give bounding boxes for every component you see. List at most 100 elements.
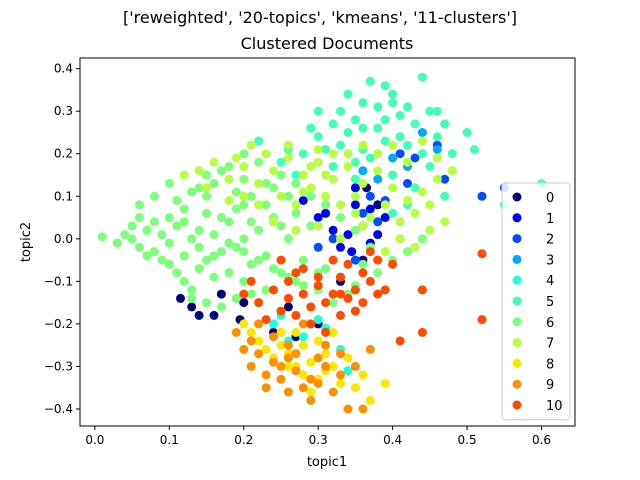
point-cluster-7 <box>336 234 345 244</box>
point-cluster-7 <box>388 183 398 193</box>
point-cluster-7 <box>403 157 412 167</box>
point-cluster-9 <box>298 319 308 329</box>
legend-label-8: 8 <box>546 357 554 372</box>
point-cluster-8 <box>328 327 338 337</box>
point-cluster-9 <box>321 361 331 371</box>
point-cluster-9 <box>276 361 286 371</box>
point-cluster-5 <box>336 106 345 116</box>
point-cluster-6 <box>224 162 234 171</box>
point-cluster-1 <box>328 225 338 235</box>
point-cluster-6 <box>202 191 211 201</box>
point-cluster-5 <box>373 123 383 133</box>
point-cluster-5 <box>410 119 420 129</box>
point-cluster-7 <box>410 208 420 218</box>
point-cluster-8 <box>276 327 286 337</box>
point-cluster-8 <box>298 340 308 350</box>
point-cluster-6 <box>179 251 189 261</box>
point-cluster-10 <box>336 310 345 320</box>
legend: 0 1 2 3 4 5 6 7 8 9 10 <box>501 182 571 421</box>
point-cluster-7 <box>432 174 442 184</box>
point-cluster-7 <box>343 149 353 159</box>
y-tick-label: 0.0 <box>54 232 73 246</box>
series-cluster-7 <box>179 136 457 257</box>
point-cluster-0 <box>283 302 293 312</box>
legend-label-6: 6 <box>546 316 554 331</box>
point-cluster-10 <box>350 306 360 316</box>
y-tick-label: 0.2 <box>54 147 73 161</box>
point-cluster-7 <box>209 157 219 167</box>
point-cluster-5 <box>336 140 345 150</box>
point-cluster-9 <box>283 340 293 350</box>
point-cluster-7 <box>269 217 278 227</box>
point-cluster-9 <box>291 366 301 376</box>
x-tick-label: 0.6 <box>532 433 551 447</box>
point-cluster-6 <box>194 225 204 235</box>
point-cluster-7 <box>254 179 264 188</box>
point-cluster-8 <box>306 387 316 397</box>
point-cluster-6 <box>417 234 427 244</box>
legend-box <box>501 182 571 421</box>
point-cluster-5 <box>350 174 360 184</box>
point-cluster-6 <box>358 259 368 269</box>
point-cluster-5 <box>410 183 420 193</box>
y-axis-label: topic2 <box>19 222 34 262</box>
legend-label-9: 9 <box>546 378 554 393</box>
point-cluster-7 <box>388 140 398 150</box>
legend-label-5: 5 <box>546 295 554 310</box>
point-cluster-1 <box>365 204 375 214</box>
point-cluster-10 <box>388 259 398 269</box>
point-cluster-9 <box>306 374 316 384</box>
point-cluster-9 <box>336 370 345 380</box>
point-cluster-4 <box>313 315 323 325</box>
point-cluster-9 <box>254 349 264 359</box>
point-cluster-6 <box>216 302 226 312</box>
point-cluster-0 <box>373 200 383 210</box>
point-cluster-6 <box>209 251 219 261</box>
point-cluster-7 <box>328 174 338 184</box>
point-cluster-7 <box>283 153 293 163</box>
point-cluster-6 <box>306 191 316 201</box>
point-cluster-9 <box>328 387 338 397</box>
point-cluster-6 <box>246 289 256 299</box>
point-cluster-10 <box>358 298 368 308</box>
point-cluster-6 <box>231 204 241 214</box>
point-cluster-7 <box>395 234 405 244</box>
point-cluster-6 <box>187 285 197 295</box>
point-cluster-6 <box>209 230 219 240</box>
point-cluster-2 <box>350 255 360 265</box>
point-cluster-8 <box>365 396 375 405</box>
point-cluster-7 <box>410 242 420 252</box>
point-cluster-5 <box>350 157 360 167</box>
point-cluster-7 <box>358 221 368 231</box>
point-cluster-0 <box>209 310 219 320</box>
point-cluster-7 <box>313 221 323 231</box>
point-cluster-6 <box>194 264 204 274</box>
point-cluster-6 <box>224 217 234 227</box>
point-cluster-4 <box>298 332 308 342</box>
point-cluster-6 <box>209 272 219 282</box>
point-cluster-6 <box>202 298 211 308</box>
legend-marker-4 <box>512 275 522 285</box>
point-cluster-0 <box>216 289 226 299</box>
legend-marker-1 <box>512 213 522 223</box>
point-cluster-7 <box>373 149 383 159</box>
point-cluster-8 <box>336 379 345 388</box>
legend-marker-0 <box>512 192 522 202</box>
point-cluster-8 <box>283 361 293 371</box>
legend-marker-10 <box>512 400 522 410</box>
legend-label-2: 2 <box>546 233 554 248</box>
point-cluster-7 <box>313 145 323 154</box>
point-cluster-6 <box>202 170 211 180</box>
point-cluster-10 <box>291 268 301 278</box>
point-cluster-2 <box>313 242 323 252</box>
point-cluster-5 <box>313 132 323 142</box>
series-cluster-10 <box>239 247 487 346</box>
point-cluster-7 <box>432 153 442 163</box>
point-cluster-7 <box>202 183 211 193</box>
point-cluster-6 <box>321 200 331 210</box>
point-cluster-8 <box>328 361 338 371</box>
point-cluster-9 <box>365 344 375 354</box>
point-cluster-7 <box>269 166 278 176</box>
legend-label-4: 4 <box>546 274 554 289</box>
point-cluster-7 <box>261 149 271 159</box>
